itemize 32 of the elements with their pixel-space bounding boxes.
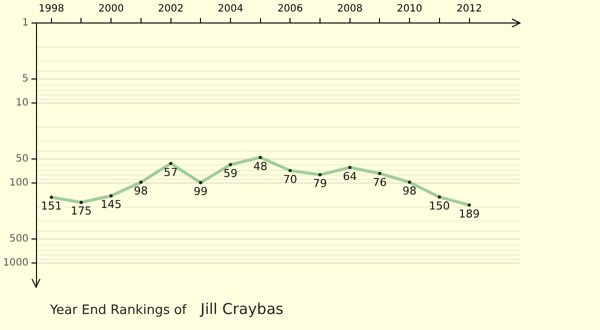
y-tick-label: 100 xyxy=(9,178,28,189)
text: Year End Rankings of xyxy=(50,303,187,318)
x-tick-label: 2006 xyxy=(277,4,303,15)
x-tick-label: 2004 xyxy=(218,4,244,15)
y-tick-label: 10 xyxy=(16,98,28,109)
y-tick-label: 50 xyxy=(16,153,28,164)
data-label: 189 xyxy=(458,207,480,220)
x-tick-label: 2002 xyxy=(158,4,184,15)
data-label: 98 xyxy=(134,184,148,198)
y-tick-label: 5 xyxy=(22,73,28,84)
data-label: 59 xyxy=(223,166,238,180)
data-label: 145 xyxy=(100,198,122,212)
y-tick-label: 1000 xyxy=(2,258,28,269)
data-label: 175 xyxy=(70,204,92,218)
data-label: 150 xyxy=(428,199,450,212)
data-label: 64 xyxy=(342,170,357,183)
data-label: 70 xyxy=(283,172,298,186)
text: Jill Craybas xyxy=(200,300,284,318)
data-label: 99 xyxy=(194,184,208,198)
x-tick-label: 1998 xyxy=(38,4,64,15)
data-label: 98 xyxy=(402,184,417,198)
x-tick-label: 2008 xyxy=(337,4,363,15)
y-tick-label: 1 xyxy=(22,18,28,29)
x-tick-label: 2000 xyxy=(98,4,124,15)
x-tick-label: 2010 xyxy=(396,4,422,15)
data-label: 79 xyxy=(313,177,328,190)
y-tick-label: 500 xyxy=(9,233,28,244)
data-label: 151 xyxy=(40,200,62,213)
data-label: 48 xyxy=(253,160,268,173)
x-tick-label: 2012 xyxy=(456,4,482,15)
data-label: 57 xyxy=(164,166,178,179)
data-label: 76 xyxy=(372,176,387,189)
